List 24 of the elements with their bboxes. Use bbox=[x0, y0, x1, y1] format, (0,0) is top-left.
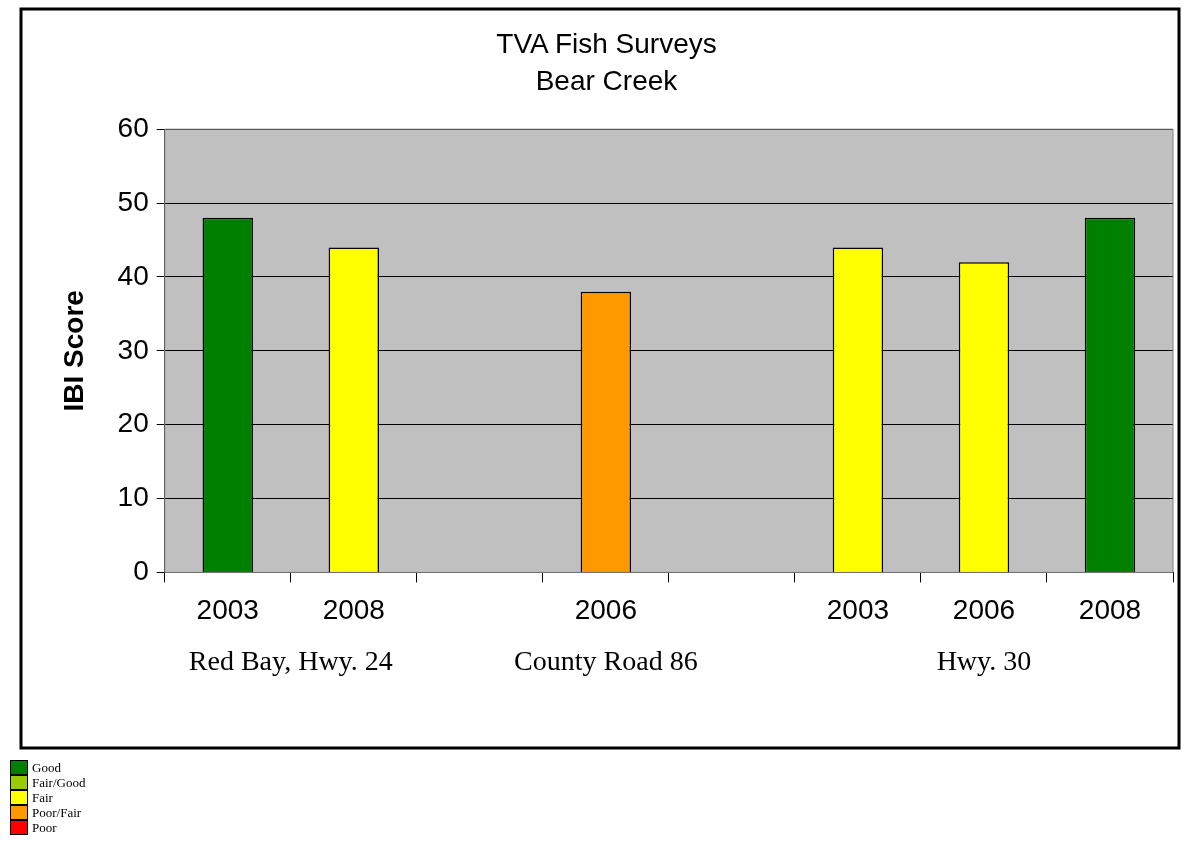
text: Hwy. 30 bbox=[936, 644, 1032, 676]
legend-label: Fair/Good bbox=[32, 775, 86, 790]
chart-subtitle: Bear Creek bbox=[535, 65, 679, 97]
text: County Road 86 bbox=[514, 644, 698, 676]
x-tick-label: 2006 bbox=[952, 593, 1016, 625]
y-tick-label: 30 bbox=[117, 333, 149, 365]
legend-label: Good bbox=[32, 760, 61, 775]
y-tick-label: 50 bbox=[117, 185, 149, 217]
y-axis-title: IBI Score bbox=[57, 290, 89, 412]
legend-label: Poor/Fair bbox=[32, 805, 82, 820]
text: Red Bay, Hwy. 24 bbox=[188, 644, 393, 676]
chart-title: TVA Fish Surveys bbox=[496, 27, 717, 59]
x-tick-label: 2003 bbox=[826, 593, 890, 625]
y-tick-label: 20 bbox=[117, 407, 149, 439]
x-tick-label: 2003 bbox=[196, 593, 259, 625]
x-tick-label: 2008 bbox=[322, 593, 385, 625]
x-tick-label: 2008 bbox=[1078, 593, 1142, 625]
x-tick-label: 2006 bbox=[574, 593, 637, 625]
y-tick-label: 0 bbox=[133, 555, 149, 587]
legend-label: Fair bbox=[32, 790, 53, 805]
y-tick-label: 60 bbox=[117, 111, 149, 143]
legend-label: Poor bbox=[32, 820, 57, 835]
y-tick-label: 10 bbox=[117, 481, 149, 513]
y-tick-label: 40 bbox=[117, 259, 149, 291]
